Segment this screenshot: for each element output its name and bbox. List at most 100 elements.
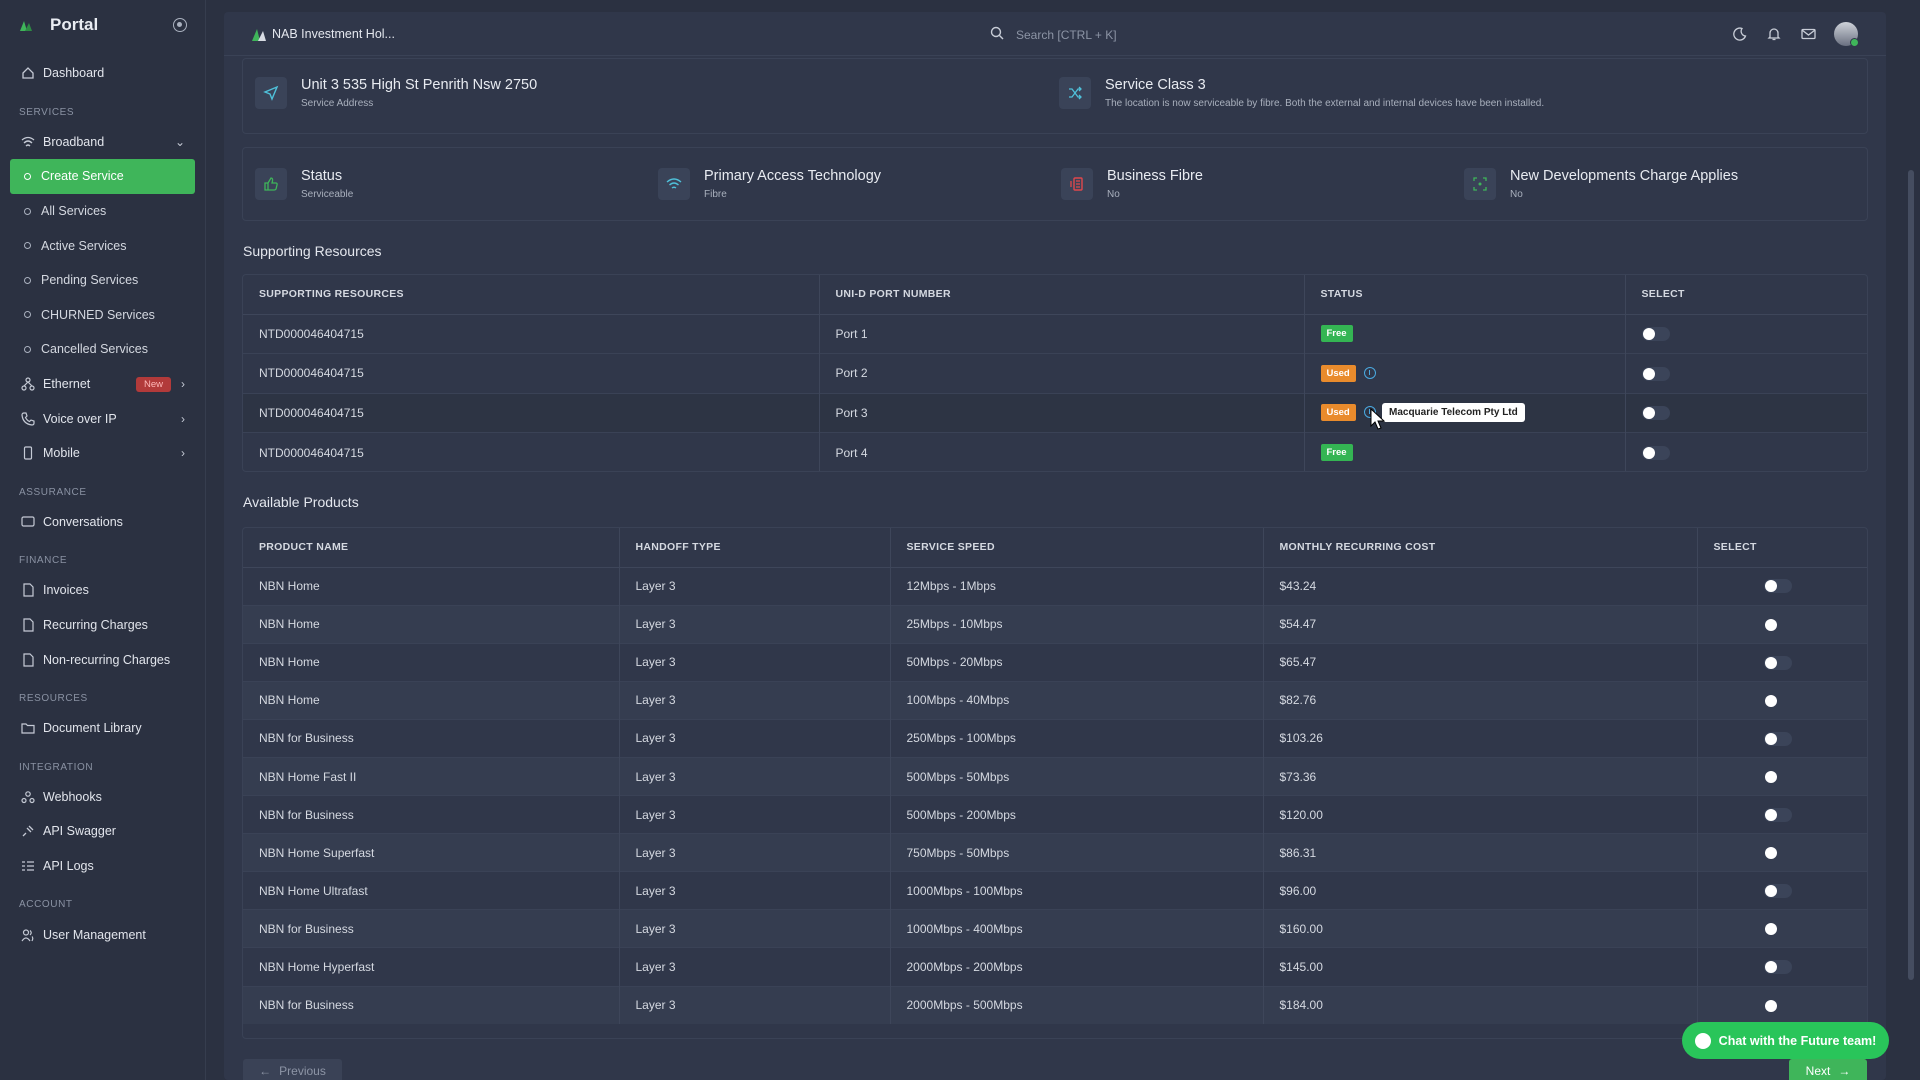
sidebar-item-ethernet[interactable]: Ethernet New › [0,367,205,402]
sidebar-item-conversations[interactable]: Conversations [0,505,205,540]
product-name-cell: NBN Home [243,604,620,644]
org-logo-icon [252,28,266,41]
sidebar-item-pending-services[interactable]: Pending Services [0,263,205,298]
sidebar-item-create-service[interactable]: Create Service [10,159,195,194]
chevron-right-icon: › [181,446,185,461]
previous-button[interactable]: ← Previous [243,1059,342,1080]
table-header-row: PRODUCT NAME HANDOFF TYPE SERVICE SPEED … [243,528,1867,568]
sidebar-item-dashboard[interactable]: Dashboard [0,56,205,91]
sidebar-item-mobile[interactable]: Mobile › [0,436,205,471]
cost-cell: $184.00 [1263,985,1698,1025]
select-toggle[interactable] [1641,406,1670,421]
sidebar-item-user-management[interactable]: User Management [0,917,205,952]
search-input[interactable]: Search [CTRL + K] [990,26,1117,43]
select-toggle[interactable] [1763,808,1792,823]
cost-cell: $54.47 [1263,604,1698,644]
chat-button[interactable]: Chat with the Future team! [1682,1022,1889,1059]
chevron-right-icon: › [181,411,185,426]
sidebar-item-document-library[interactable]: Document Library [0,711,205,746]
select-toggle[interactable] [1641,366,1670,381]
select-toggle[interactable] [1641,445,1670,460]
sidebar-item-label: Recurring Charges [43,618,148,633]
sidebar-item-label: Non-recurring Charges [43,652,171,667]
table-row: NTD000046404715 Port 1 Free [243,313,1867,354]
select-toggle[interactable] [1763,960,1792,975]
select-toggle[interactable] [1763,655,1792,670]
avatar[interactable] [1834,22,1859,47]
cost-cell: $73.36 [1263,756,1698,796]
select-toggle[interactable] [1764,618,1792,632]
page-scrollbar[interactable] [1908,170,1914,980]
address-title: Unit 3 535 High St Penrith Nsw 2750 [301,77,538,93]
sidebar-item-label: Pending Services [41,273,139,288]
sidebar-item-broadband[interactable]: Broadband ⌄ [0,125,205,160]
sidebar-item-label: User Management [43,927,146,942]
table-row: NTD000046404715 Port 4 Free [243,432,1867,471]
sidebar-item-label: Broadband [43,134,105,149]
cost-cell: $103.26 [1263,718,1698,758]
wifi-icon [658,168,690,200]
select-toggle[interactable] [1763,884,1792,899]
shuffle-icon [1059,77,1091,109]
select-toggle[interactable] [1763,731,1792,746]
arrow-left-icon: ← [259,1064,272,1078]
webhook-icon [20,789,35,804]
select-toggle[interactable] [1764,999,1792,1013]
sidebar-item-api-logs[interactable]: API Logs [0,849,205,884]
org-selector[interactable]: NAB Investment Hol... [250,25,395,43]
port-cell: Port 2 [819,353,1305,393]
select-toggle[interactable] [1641,327,1670,342]
sidebar-item-all-services[interactable]: All Services [0,194,205,229]
select-toggle[interactable] [1764,694,1792,708]
select-toggle[interactable] [1763,579,1792,594]
users-icon [20,927,35,942]
sidebar-item-invoices[interactable]: Invoices [0,573,205,608]
sidebar-item-api-swagger[interactable]: API Swagger [0,814,205,849]
mail-icon[interactable] [1800,26,1816,42]
bell-icon[interactable] [1766,26,1782,42]
handoff-cell: Layer 3 [619,566,891,606]
tooltip: Macquarie Telecom Pty Ltd [1382,403,1525,422]
chat-label: Chat with the Future team! [1718,1033,1877,1048]
network-icon [20,377,35,392]
status-cell: Used [1304,353,1626,393]
status-value: Serviceable [301,189,354,200]
supporting-resources-table: SUPPORTING RESOURCES UNI-D PORT NUMBER S… [242,274,1868,472]
speed-cell: 1000Mbps - 100Mbps [890,871,1264,910]
status-card-access-tech: Primary Access Technology Fibre [658,168,881,200]
sidebar-item-churned-services[interactable]: CHURNED Services [0,298,205,333]
select-toggle[interactable] [1764,922,1792,936]
cost-cell: $120.00 [1263,795,1698,834]
sidebar-item-cancelled-services[interactable]: Cancelled Services [0,332,205,367]
address-subtitle: Service Address [301,98,374,109]
sidebar-toggle-icon[interactable] [173,18,187,32]
handoff-cell: Layer 3 [619,871,891,910]
info-icon[interactable] [1363,406,1376,419]
sidebar-item-active-services[interactable]: Active Services [0,228,205,263]
cost-cell: $86.31 [1263,833,1698,872]
moon-icon[interactable] [1732,26,1748,42]
sidebar-item-recurring-charges[interactable]: Recurring Charges [0,608,205,643]
table-row: NTD000046404715 Port 3 Used [243,392,1867,433]
new-badge: New [135,376,171,392]
sidebar-item-webhooks[interactable]: Webhooks [0,780,205,815]
select-toggle[interactable] [1764,770,1792,784]
chat-bubble-icon [1694,1032,1711,1049]
database-icon [1061,168,1093,200]
next-button[interactable]: Next → [1789,1059,1867,1080]
chevron-down-icon: ⌄ [174,134,185,149]
select-toggle[interactable] [1764,846,1792,860]
status-badge: Free [1320,325,1353,343]
sidebar-item-label: Webhooks [43,789,102,804]
sidebar-item-nonrecurring-charges[interactable]: Non-recurring Charges [0,642,205,677]
table-row: NBN for Business Layer 3 250Mbps - 100Mbps… [243,718,1867,758]
column-header: HANDOFF TYPE [619,528,891,568]
circle-icon [24,276,31,284]
info-icon[interactable] [1363,366,1376,379]
column-header: SUPPORTING RESOURCES [243,275,820,315]
circle-icon [24,311,31,319]
handoff-cell: Layer 3 [619,833,891,872]
service-class: Service Class 3 The location is now servi… [1059,77,1544,109]
sidebar-item-voip[interactable]: Voice over IP › [0,401,205,436]
sidebar-item-label: Ethernet [43,377,91,392]
